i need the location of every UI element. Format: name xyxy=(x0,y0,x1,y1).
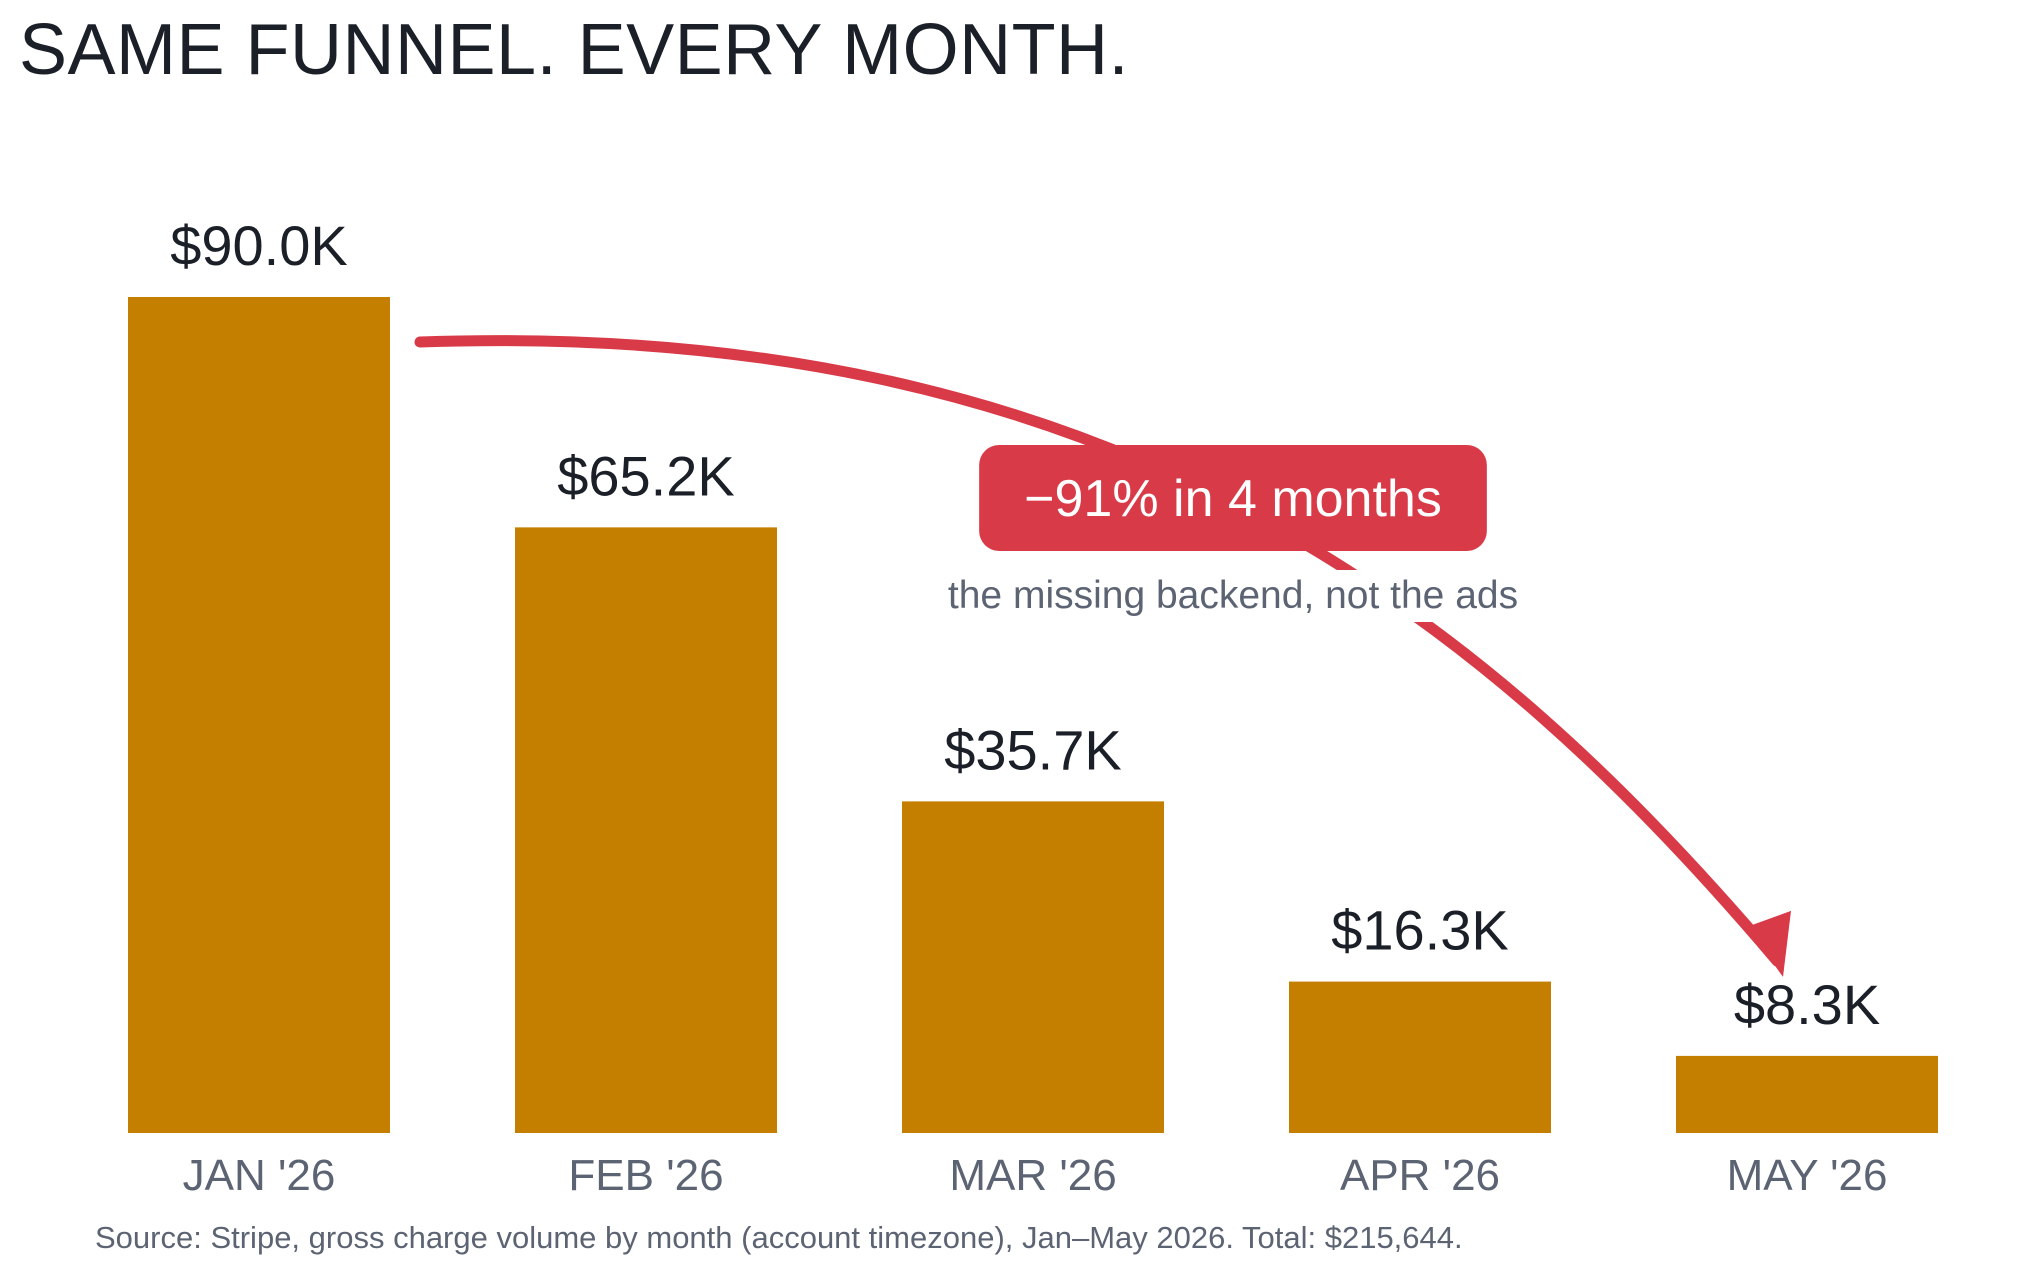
arrow-head-icon xyxy=(1747,910,1791,977)
bar-mar-26 xyxy=(902,801,1164,1133)
source-footnote: Source: Stripe, gross charge volume by m… xyxy=(95,1220,1463,1255)
bar-feb-26 xyxy=(515,527,777,1133)
annotation-badge xyxy=(979,445,1487,551)
bar-jan-26 xyxy=(128,297,390,1133)
x-tick-feb-26: FEB '26 xyxy=(568,1151,723,1200)
value-label-may-26: $8.3K xyxy=(1734,973,1880,1036)
chart-title: SAME FUNNEL. EVERY MONTH. xyxy=(19,10,1130,90)
annotation-note: the missing backend, not the ads xyxy=(948,574,1518,617)
x-tick-apr-26: APR '26 xyxy=(1340,1151,1500,1200)
x-tick-may-26: MAY '26 xyxy=(1727,1151,1888,1200)
x-tick-mar-26: MAR '26 xyxy=(949,1151,1116,1200)
x-axis-labels-group: JAN '26 FEB '26 MAR '26 APR '26 MAY '26 xyxy=(183,1151,1888,1200)
value-label-apr-26: $16.3K xyxy=(1331,899,1509,962)
annotation-note-background xyxy=(935,570,1531,622)
bar-may-26 xyxy=(1676,1055,1938,1133)
value-label-feb-26: $65.2K xyxy=(557,444,735,507)
annotation-badge-text: −91% in 4 months xyxy=(1024,470,1442,528)
value-label-jan-26: $90.0K xyxy=(170,214,348,277)
value-labels-group: $90.0K $65.2K $35.7K $16.3K $8.3K xyxy=(170,214,1880,1036)
bars-group xyxy=(128,297,1938,1133)
value-label-mar-26: $35.7K xyxy=(944,718,1122,781)
x-tick-jan-26: JAN '26 xyxy=(183,1151,336,1200)
bar-apr-26 xyxy=(1289,981,1551,1133)
